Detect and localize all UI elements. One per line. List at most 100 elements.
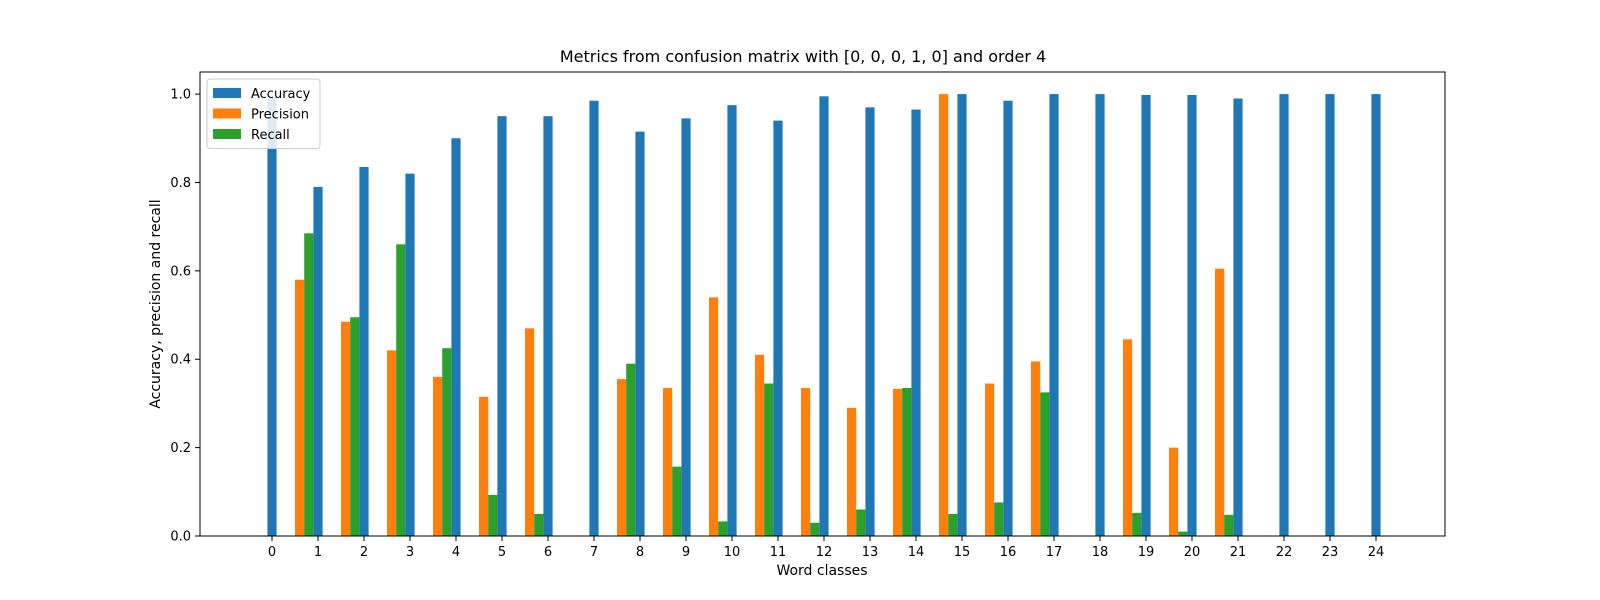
- legend-label-precision: Precision: [251, 108, 309, 123]
- bar-precision-8: [617, 379, 627, 536]
- bar-recall-11: [764, 383, 774, 536]
- x-tick-label: 3: [406, 545, 414, 560]
- bar-accuracy-21: [1233, 98, 1243, 536]
- bar-recall-5: [488, 494, 498, 536]
- bar-accuracy-1: [313, 186, 323, 536]
- bar-recall-16: [994, 502, 1004, 536]
- bar-precision-14: [893, 388, 903, 536]
- bar-recall-2: [350, 317, 360, 536]
- bar-accuracy-12: [819, 96, 829, 537]
- plot-frame: [199, 71, 1446, 537]
- bar-precision-10: [709, 297, 719, 536]
- x-tick-label: 6: [544, 545, 552, 560]
- bar-accuracy-3: [405, 173, 415, 536]
- bar-accuracy-4: [451, 138, 461, 537]
- bar-precision-13: [847, 407, 857, 536]
- bar-accuracy-7: [589, 100, 599, 536]
- x-tick-label: 9: [682, 545, 690, 560]
- bar-recall-19: [1132, 513, 1142, 536]
- bar-recall-15: [948, 513, 958, 536]
- y-tick-label: 0.6: [170, 264, 191, 279]
- bar-accuracy-15: [957, 94, 967, 536]
- bar-precision-6: [525, 328, 535, 536]
- bar-recall-3: [396, 244, 406, 536]
- x-tick-label: 14: [908, 545, 925, 560]
- x-axis-ticks: 0 1 2 3 4 5 6 7 8 9 10 11 12 13 14 15 16 17 18 19 20 21 22 23 24: [268, 536, 1384, 560]
- chart-title: Metrics from confusion matrix with [0, 0…: [560, 47, 1046, 66]
- x-tick-label: 11: [770, 545, 787, 560]
- bar-accuracy-17: [1049, 94, 1059, 536]
- bar-precision-16: [985, 383, 995, 536]
- legend: Accuracy Precision Recall: [206, 78, 321, 149]
- bar-precision-11: [755, 354, 765, 536]
- y-tick-label: 0.8: [170, 176, 191, 191]
- bar-accuracy-23: [1325, 94, 1335, 536]
- legend-swatch-precision: [213, 108, 241, 119]
- bar-accuracy-24: [1371, 94, 1381, 536]
- bar-recall-12: [810, 522, 820, 536]
- bar-precision-3: [387, 350, 397, 536]
- bar-recall-13: [856, 509, 866, 536]
- bar-accuracy-11: [773, 120, 783, 537]
- bar-accuracy-8: [635, 131, 645, 536]
- bar-accuracy-14: [911, 109, 921, 536]
- bar-accuracy-16: [1003, 100, 1013, 536]
- x-tick-label: 21: [1230, 545, 1247, 560]
- x-tick-label: 24: [1368, 545, 1385, 560]
- x-tick-label: 13: [862, 545, 879, 560]
- x-axis-label: Word classes: [776, 563, 867, 579]
- bar-precision-15: [939, 94, 949, 536]
- bar-recall-21: [1224, 514, 1234, 536]
- bar-accuracy-2: [359, 167, 369, 536]
- x-tick-label: 17: [1046, 545, 1063, 560]
- bar-accuracy-13: [865, 107, 875, 536]
- x-tick-label: 15: [954, 545, 971, 560]
- bar-precision-12: [801, 387, 811, 536]
- bar-precision-17: [1031, 361, 1041, 536]
- bar-precision-2: [341, 321, 351, 536]
- x-tick-label: 12: [816, 545, 833, 560]
- x-tick-label: 10: [724, 545, 741, 560]
- x-tick-label: 18: [1092, 545, 1109, 560]
- bar-recall-8: [626, 363, 636, 536]
- x-tick-label: 2: [360, 545, 368, 560]
- x-tick-label: 0: [268, 545, 276, 560]
- y-axis-label: Accuracy, precision and recall: [148, 199, 164, 408]
- bar-accuracy-0: [267, 98, 277, 536]
- x-tick-label: 1: [314, 545, 322, 560]
- bar-precision-5: [479, 396, 489, 536]
- legend-label-accuracy: Accuracy: [251, 87, 311, 102]
- bar-precision-4: [433, 376, 443, 536]
- bar-recall-4: [442, 348, 452, 536]
- bar-precision-20: [1169, 447, 1179, 536]
- bar-recall-9: [672, 466, 682, 536]
- x-tick-label: 16: [1000, 545, 1017, 560]
- x-tick-label: 20: [1184, 545, 1201, 560]
- bar-precision-1: [295, 279, 305, 536]
- bar-recall-10: [718, 521, 728, 536]
- bar-precision-9: [663, 387, 673, 536]
- bar-accuracy-18: [1095, 94, 1105, 536]
- bar-precision-21: [1215, 268, 1225, 536]
- bar-recall-14: [902, 387, 912, 536]
- legend-label-recall: Recall: [251, 128, 290, 143]
- bar-recall-1: [304, 233, 314, 537]
- x-tick-label: 22: [1276, 545, 1293, 560]
- bars-group: [267, 94, 1381, 537]
- legend-swatch-accuracy: [213, 88, 241, 98]
- bar-precision-19: [1123, 339, 1133, 536]
- x-tick-label: 19: [1138, 545, 1155, 560]
- x-tick-label: 7: [590, 545, 598, 560]
- bar-recall-20: [1178, 531, 1188, 536]
- legend-swatch-recall: [213, 129, 241, 139]
- bar-recall-17: [1040, 392, 1050, 536]
- bar-accuracy-10: [727, 105, 737, 536]
- y-axis-ticks: 0.0 0.2 0.4 0.6 0.8 1.0: [170, 88, 200, 545]
- x-tick-label: 4: [452, 545, 460, 560]
- x-tick-label: 8: [636, 545, 644, 560]
- x-tick-label: 5: [498, 545, 506, 560]
- bar-accuracy-9: [681, 118, 691, 537]
- y-tick-label: 0.0: [170, 530, 191, 545]
